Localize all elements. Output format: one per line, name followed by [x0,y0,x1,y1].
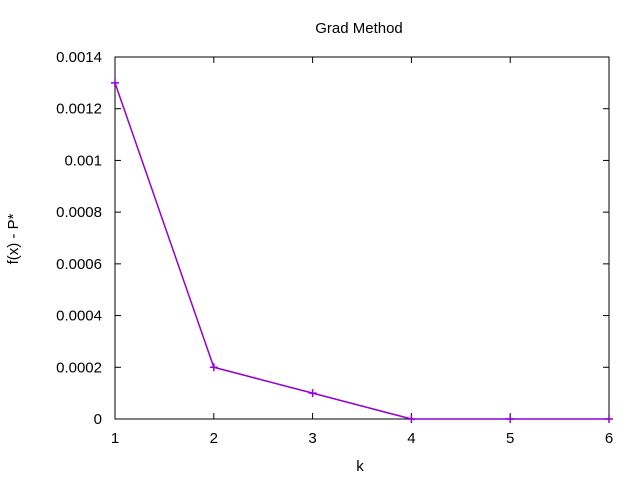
x-tick-label: 6 [605,430,613,447]
data-point-marker [209,363,218,372]
y-tick-label: 0 [94,411,102,428]
series-line [114,82,609,420]
data-point-marker [111,78,119,87]
y-tick-label: 0.0006 [56,256,102,273]
x-tick-label: 5 [506,430,514,447]
y-tick-label: 0.001 [64,152,102,169]
y-tick-label: 0.0008 [56,204,102,221]
x-axis-label: k [356,458,364,475]
chart-title: Grad Method [315,20,403,37]
x-tick-label: 2 [210,430,218,447]
data-point-marker [308,389,317,398]
plot-frame [114,56,610,420]
data-point-marker [506,415,515,423]
x-tick-label: 4 [407,430,415,447]
data-point-marker [605,415,613,423]
x-tick-label: 3 [308,430,316,447]
y-tick-label: 0.0004 [56,308,102,325]
y-tick-label: 0.0002 [56,359,102,376]
y-tick-label: 0.0012 [56,101,102,118]
y-axis-label: f(x) - P* [5,213,22,264]
x-tick-label: 1 [111,430,119,447]
y-tick-label: 0.0014 [56,49,102,66]
data-point-marker [407,415,416,423]
